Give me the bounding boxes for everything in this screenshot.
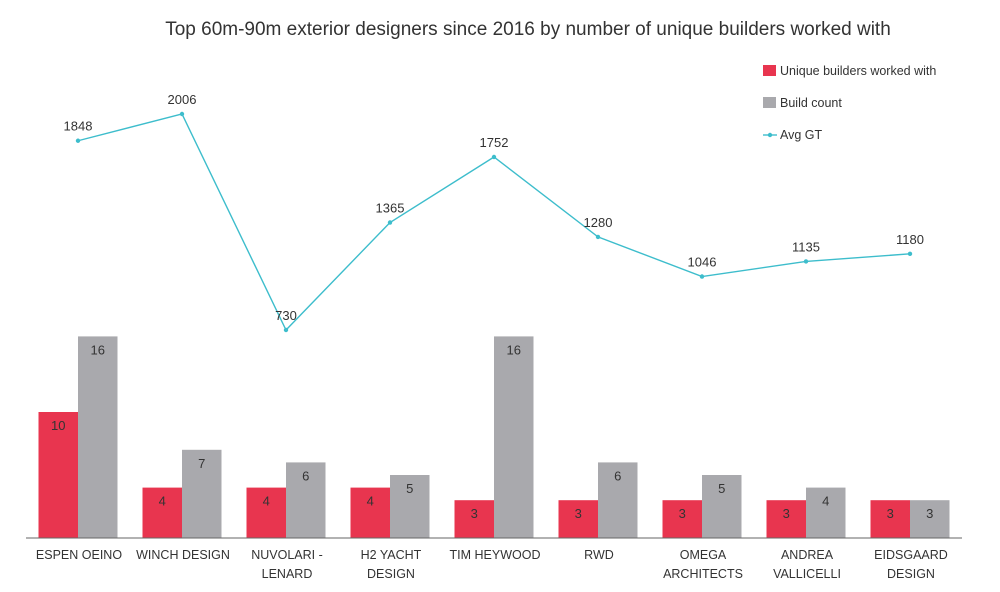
category-label: TIM HEYWOOD [450,548,541,562]
legend-line-marker [767,132,773,138]
bar-build-count [910,500,950,538]
legend[interactable]: Unique builders worked with Build count Av… [763,64,936,142]
bar-label-build-count: 7 [198,456,205,471]
category-label: ESPEN OEINO [36,548,122,562]
bar-unique-builders [766,500,806,538]
avg-gt-label: 1280 [584,215,613,230]
bar-label-unique-builders: 4 [159,494,166,509]
category-label: OMEGA [680,548,727,562]
bar-build-count [702,475,742,538]
legend-label: Build count [780,96,842,110]
legend-swatch [763,65,776,76]
bar-label-unique-builders: 3 [887,506,894,521]
category-label: H2 YACHT [361,548,422,562]
bar-unique-builders [350,487,390,538]
bar-label-build-count: 6 [302,468,309,483]
avg-gt-label: 1752 [480,135,509,150]
avg-gt-label: 730 [275,308,297,323]
avg-gt-label: 1365 [376,201,405,216]
category-label: DESIGN [367,567,415,581]
bar-label-build-count: 5 [406,481,413,496]
category-label: EIDSGAARD [874,548,948,562]
bar-build-count [806,487,846,538]
avg-gt-point [803,259,809,264]
category-label: WINCH DESIGN [136,548,230,562]
avg-gt-point [387,220,393,225]
bar-unique-builders [142,487,182,538]
bar-label-unique-builders: 3 [679,506,686,521]
legend-swatch [763,97,776,108]
bar-label-build-count: 16 [91,342,105,357]
line-layer: 1848 2006 730 1365 1752 1280 1046 1135 1180 [64,92,924,333]
bar-unique-builders [38,412,78,538]
bar-label-unique-builders: 4 [263,494,270,509]
avg-gt-label: 1135 [792,239,820,254]
bar-label-build-count: 16 [507,342,521,357]
bar-build-count [494,336,534,538]
category-labels: ESPEN OEINO WINCH DESIGN NUVOLARI - LENARD H… [36,548,948,581]
bar-build-count [390,475,430,538]
category-label: NUVOLARI - [251,548,323,562]
avg-gt-point [907,251,913,257]
category-label: ANDREA [781,548,834,562]
avg-gt-point [75,138,81,143]
chart-title: Top 60m-90m exterior designers since 201… [165,19,891,40]
bar-label-unique-builders: 4 [367,494,374,509]
bar-label-build-count: 3 [926,506,933,521]
avg-gt-point [491,154,497,160]
avg-gt-label: 1046 [688,255,717,270]
bar-label-build-count: 6 [614,468,621,483]
avg-gt-label: 1848 [64,119,93,134]
bar-unique-builders [662,500,702,538]
category-label: VALLICELLI [773,567,841,581]
avg-gt-label: 1180 [896,232,924,247]
category-label: RWD [584,548,614,562]
avg-gt-point [283,327,289,333]
bar-unique-builders [558,500,598,538]
bar-build-count [182,449,222,538]
bar-label-unique-builders: 10 [51,418,65,433]
bar-unique-builders [870,500,910,538]
avg-gt-label: 2006 [168,92,197,107]
category-label: LENARD [262,567,313,581]
bar-label-unique-builders: 3 [783,506,790,521]
bar-label-unique-builders: 3 [575,506,582,521]
bar-unique-builders [246,487,286,538]
bar-build-count [78,336,118,538]
category-label: DESIGN [887,567,935,581]
avg-gt-point [699,274,705,279]
bar-unique-builders [454,500,494,538]
bar-label-build-count: 4 [822,494,829,509]
bar-label-unique-builders: 3 [471,506,478,521]
bar-build-count [598,462,638,538]
legend-label: Unique builders worked with [780,64,936,78]
avg-gt-point [179,111,185,117]
bar-label-build-count: 5 [718,481,725,496]
bar-layer: 10 16 4 7 4 6 4 5 3 16 3 6 3 5 3 4 3 3 [38,336,950,538]
legend-label: Avg GT [780,128,823,142]
bar-build-count [286,462,326,538]
category-label: ARCHITECTS [663,567,743,581]
avg-gt-point [595,234,601,240]
